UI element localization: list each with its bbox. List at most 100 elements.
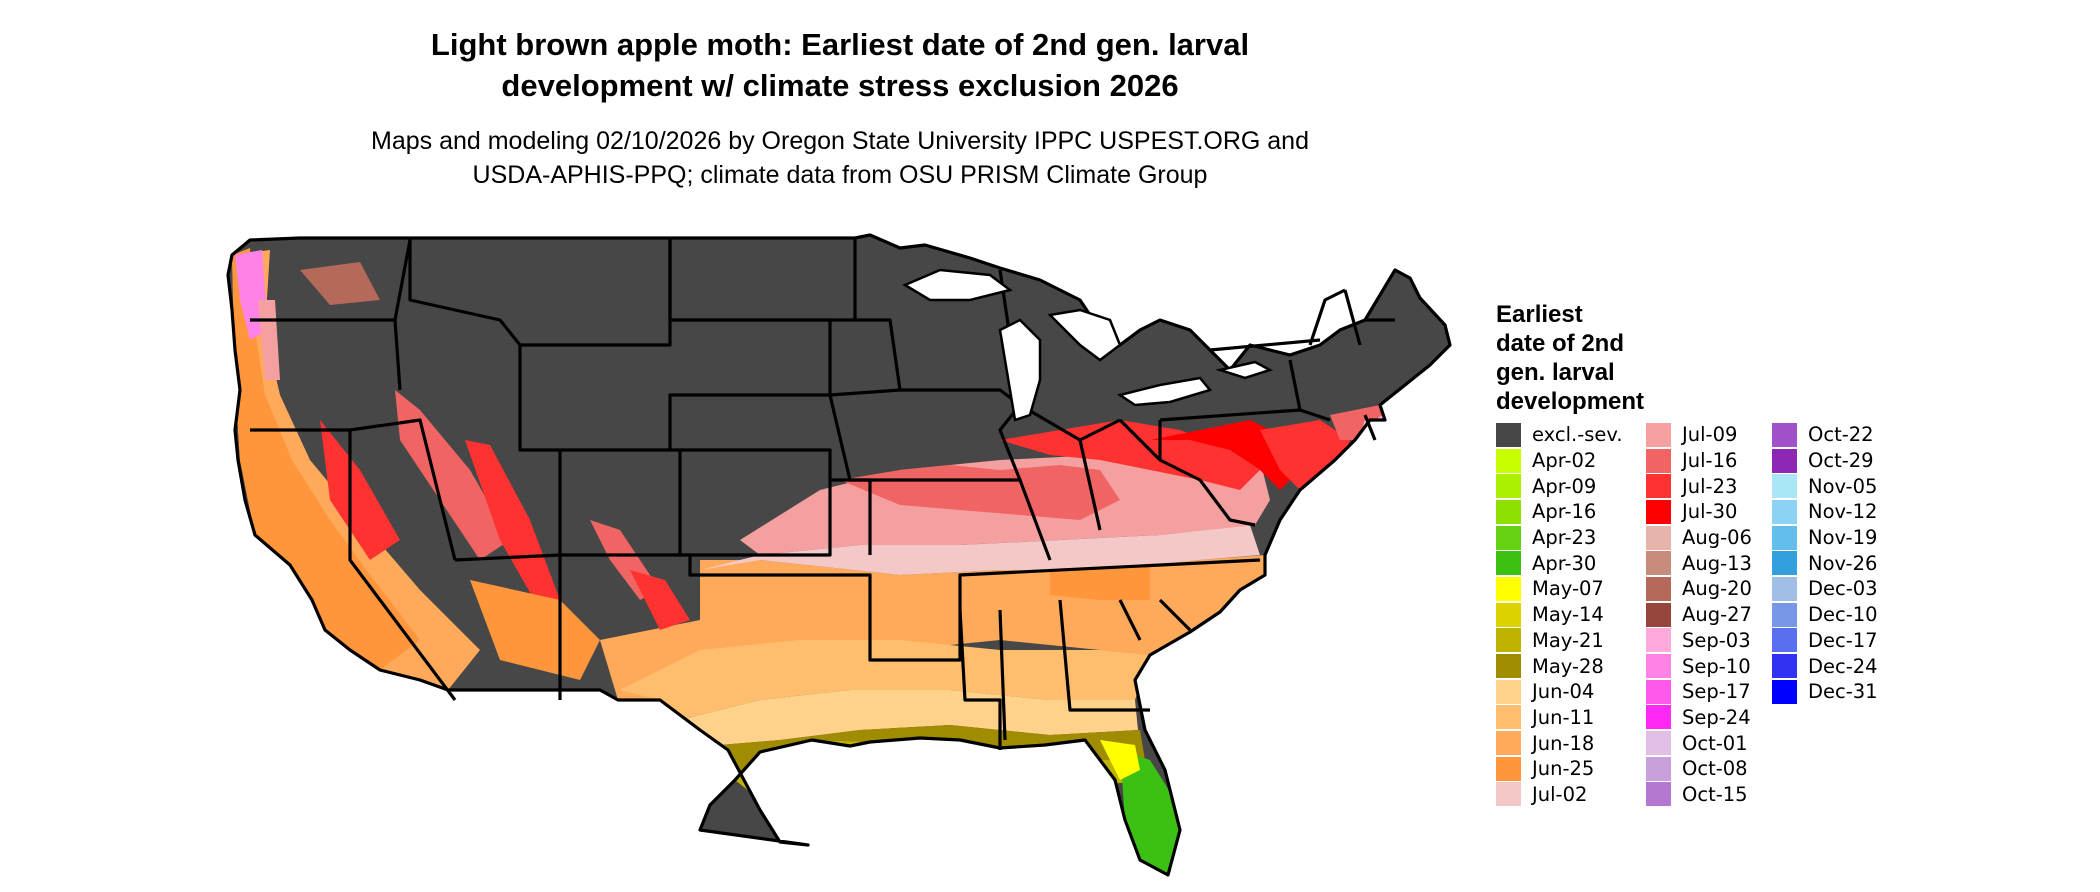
legend-item: Oct-15 [1646, 782, 1752, 808]
legend-label: Apr-23 [1532, 526, 1597, 550]
map-subtitle-line-2: USDA-APHIS-PPQ; climate data from OSU PR… [472, 161, 1208, 189]
legend-swatch [1646, 731, 1671, 756]
map-title: Light brown apple moth: Earliest date of… [0, 24, 1680, 106]
legend-label: Apr-16 [1532, 500, 1597, 524]
legend-swatch [1772, 525, 1797, 550]
legend-item: Jun-04 [1496, 679, 1623, 705]
legend-item: May-07 [1496, 576, 1623, 602]
legend-swatch [1496, 474, 1521, 499]
legend-label: Aug-06 [1682, 526, 1752, 550]
legend-item: Aug-20 [1646, 576, 1752, 602]
legend-item: Nov-19 [1772, 525, 1878, 551]
legend-column-1: excl.-sev. Apr-02 Apr-09 Apr-16 Apr-23 Apr-30… [1496, 422, 1623, 807]
legend-item: Dec-03 [1772, 576, 1878, 602]
legend-label: Jul-30 [1682, 500, 1738, 524]
legend-swatch [1496, 756, 1521, 781]
legend-swatch [1646, 499, 1671, 524]
legend-title-line-2: date of 2nd [1496, 330, 1625, 357]
legend-label: Dec-17 [1808, 628, 1878, 652]
legend-item: Sep-03 [1646, 628, 1752, 654]
legend-swatch [1646, 422, 1671, 447]
map-subtitle-line-1: Maps and modeling 02/10/2026 by Oregon S… [371, 127, 1309, 155]
legend-item: May-21 [1496, 628, 1623, 654]
legend-item: Apr-23 [1496, 525, 1623, 551]
legend-swatch [1496, 551, 1521, 576]
legend-label: Sep-24 [1682, 705, 1751, 729]
us-map [226, 233, 1452, 877]
legend-column-3: Oct-22 Oct-29 Nov-05 Nov-12 Nov-19 Nov-26 Dec-… [1772, 422, 1878, 705]
legend-item: Jul-16 [1646, 448, 1752, 474]
legend-label: Sep-03 [1682, 628, 1751, 652]
legend-swatch [1496, 499, 1521, 524]
legend-label: Nov-26 [1808, 551, 1878, 575]
legend-swatch [1646, 525, 1671, 550]
legend-label: Aug-13 [1682, 551, 1752, 575]
legend-item: Apr-30 [1496, 550, 1623, 576]
legend-item: Oct-01 [1646, 730, 1752, 756]
legend-item: Sep-24 [1646, 705, 1752, 731]
legend-label: May-28 [1532, 654, 1604, 678]
legend-label: May-07 [1532, 577, 1604, 601]
legend-item: Aug-06 [1646, 525, 1752, 551]
legend-swatch [1772, 551, 1797, 576]
legend-swatch [1772, 679, 1797, 704]
legend-swatch [1496, 654, 1521, 679]
legend-swatch [1496, 602, 1521, 627]
legend-swatch [1496, 731, 1521, 756]
legend-label: Aug-27 [1682, 603, 1752, 627]
legend-label: Sep-10 [1682, 654, 1751, 678]
legend-item: Jun-25 [1496, 756, 1623, 782]
legend-item: Jun-18 [1496, 730, 1623, 756]
legend-item: Oct-22 [1772, 422, 1878, 448]
legend-swatch [1646, 782, 1671, 807]
legend-label: Jul-23 [1682, 474, 1738, 498]
legend-item: Nov-26 [1772, 550, 1878, 576]
legend-label: Jun-25 [1532, 757, 1595, 781]
legend-swatch [1646, 576, 1671, 601]
legend-label: Jul-09 [1682, 423, 1738, 447]
legend-swatch [1496, 448, 1521, 473]
legend-swatch [1646, 756, 1671, 781]
legend-item: May-14 [1496, 602, 1623, 628]
legend-swatch [1496, 576, 1521, 601]
legend-item: Dec-31 [1772, 679, 1878, 705]
legend-swatch [1772, 654, 1797, 679]
legend-label: Apr-09 [1532, 474, 1597, 498]
legend-item: Sep-17 [1646, 679, 1752, 705]
legend-swatch [1772, 602, 1797, 627]
legend-item: Nov-12 [1772, 499, 1878, 525]
legend-swatch [1496, 422, 1521, 447]
legend-swatch [1496, 679, 1521, 704]
legend-label: Dec-31 [1808, 680, 1878, 704]
legend-swatch [1646, 474, 1671, 499]
legend-item: Jun-11 [1496, 705, 1623, 731]
legend-item: Jul-02 [1496, 782, 1623, 808]
legend-label: Nov-05 [1808, 474, 1878, 498]
legend-item: May-28 [1496, 653, 1623, 679]
legend-label: Oct-29 [1808, 449, 1874, 473]
legend-item: Jul-09 [1646, 422, 1752, 448]
legend-label: May-21 [1532, 628, 1604, 652]
legend-title: Earliest date of 2nd gen. larval develop… [1496, 300, 1644, 416]
legend-label: Oct-15 [1682, 782, 1748, 806]
legend-label: Jun-18 [1532, 731, 1595, 755]
legend-title-line-1: Earliest [1496, 301, 1583, 328]
legend-item: Dec-10 [1772, 602, 1878, 628]
legend-label: Nov-19 [1808, 526, 1878, 550]
map-title-line-1: Light brown apple moth: Earliest date of… [430, 27, 1250, 62]
legend-swatch [1496, 705, 1521, 730]
legend-item: Aug-13 [1646, 550, 1752, 576]
legend-swatch [1646, 602, 1671, 627]
legend-item: Apr-02 [1496, 448, 1623, 474]
legend-swatch [1772, 576, 1797, 601]
legend-label: Jun-04 [1532, 680, 1595, 704]
map-subtitle: Maps and modeling 02/10/2026 by Oregon S… [0, 124, 1680, 192]
legend-label: Sep-17 [1682, 680, 1751, 704]
legend-column-2: Jul-09 Jul-16 Jul-23 Jul-30 Aug-06 Aug-13 Aug-… [1646, 422, 1752, 807]
legend-item: Apr-09 [1496, 473, 1623, 499]
legend-swatch [1646, 628, 1671, 653]
legend-label: Jun-11 [1532, 705, 1595, 729]
legend-item: Jul-23 [1646, 473, 1752, 499]
legend-label: Oct-22 [1808, 423, 1874, 447]
legend-item: excl.-sev. [1496, 422, 1623, 448]
